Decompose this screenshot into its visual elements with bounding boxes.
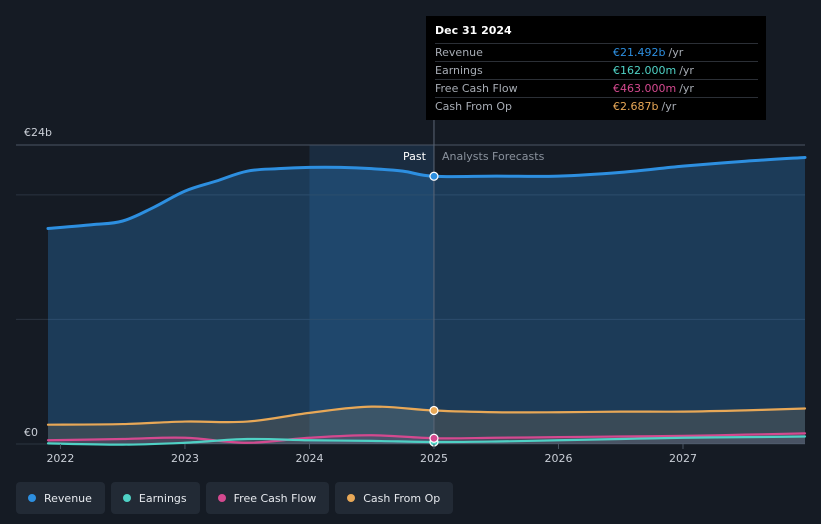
x-axis-ticks: 2022 2023 2024 2025 2026 2027: [46, 444, 697, 465]
tooltip-label: Free Cash Flow: [435, 82, 518, 95]
tooltip-value: €2.687b: [613, 100, 659, 113]
legend-label: Revenue: [44, 491, 92, 505]
past-label: Past: [403, 150, 427, 163]
tooltip-row-free-cash-flow: Free Cash Flow €463.000m /yr: [435, 79, 758, 97]
tooltip-value: €162.000m: [613, 64, 677, 77]
tooltip-label: Revenue: [435, 46, 483, 59]
legend-dot-icon: [122, 494, 131, 502]
chart: €24b €0 Past Analysts Forecasts 2022 2023…: [16, 16, 807, 465]
tooltip-unit: /yr: [679, 64, 694, 77]
series-areas: [48, 157, 805, 445]
tooltip-row-cash-from-op: Cash From Op €2.687b /yr: [435, 97, 758, 115]
legend-dot-icon: [347, 494, 356, 502]
hover-markers: [429, 171, 439, 447]
legend-label: Free Cash Flow: [233, 491, 317, 505]
legend: Revenue Earnings Free Cash Flow Cash Fro…: [16, 482, 454, 514]
legend-dot-icon: [217, 494, 226, 502]
cash-from-op-area: [48, 406, 805, 444]
x-tick-label: 2023: [171, 452, 199, 465]
tooltip-unit: /yr: [668, 46, 684, 59]
free-cash-flow-marker: [429, 433, 439, 443]
legend-label: Cash From Op: [363, 491, 441, 505]
x-tick-label: 2026: [544, 452, 572, 465]
tooltip-date: Dec 31 2024: [435, 24, 512, 37]
legend-label: Earnings: [138, 491, 187, 505]
revenue-line: [46, 155, 807, 230]
revenue-area: [48, 157, 805, 445]
tooltip-label: Earnings: [435, 64, 483, 77]
tooltip-label: Cash From Op: [435, 100, 513, 113]
y-axis-bottom-label: €0: [24, 426, 38, 439]
revenue-marker: [429, 171, 439, 181]
forecast-label: Analysts Forecasts: [442, 150, 545, 163]
cash-from-op-marker: [429, 405, 439, 416]
legend-item-revenue[interactable]: Revenue: [16, 482, 105, 514]
tooltip-value: €21.492b: [613, 46, 666, 59]
legend-item-earnings[interactable]: Earnings: [110, 482, 200, 514]
tooltip-row-earnings: Earnings €162.000m /yr: [435, 61, 758, 79]
x-tick-label: 2025: [420, 452, 448, 465]
tooltip-unit: /yr: [679, 82, 694, 95]
legend-dot-icon: [28, 494, 36, 502]
data-tooltip: Dec 31 2024 Revenue €21.492b /yr Earning…: [426, 16, 766, 120]
y-axis-top-label: €24b: [24, 126, 52, 139]
tooltip-value: €463.000m: [613, 82, 677, 95]
legend-item-cash-from-op[interactable]: Cash From Op: [335, 482, 454, 514]
legend-item-free-cash-flow[interactable]: Free Cash Flow: [205, 482, 330, 514]
tooltip-row-revenue: Revenue €21.492b /yr: [435, 43, 758, 61]
tooltip-unit: /yr: [661, 100, 677, 113]
x-tick-label: 2024: [295, 452, 323, 465]
x-tick-label: 2027: [669, 452, 697, 465]
x-tick-label: 2022: [46, 452, 74, 465]
